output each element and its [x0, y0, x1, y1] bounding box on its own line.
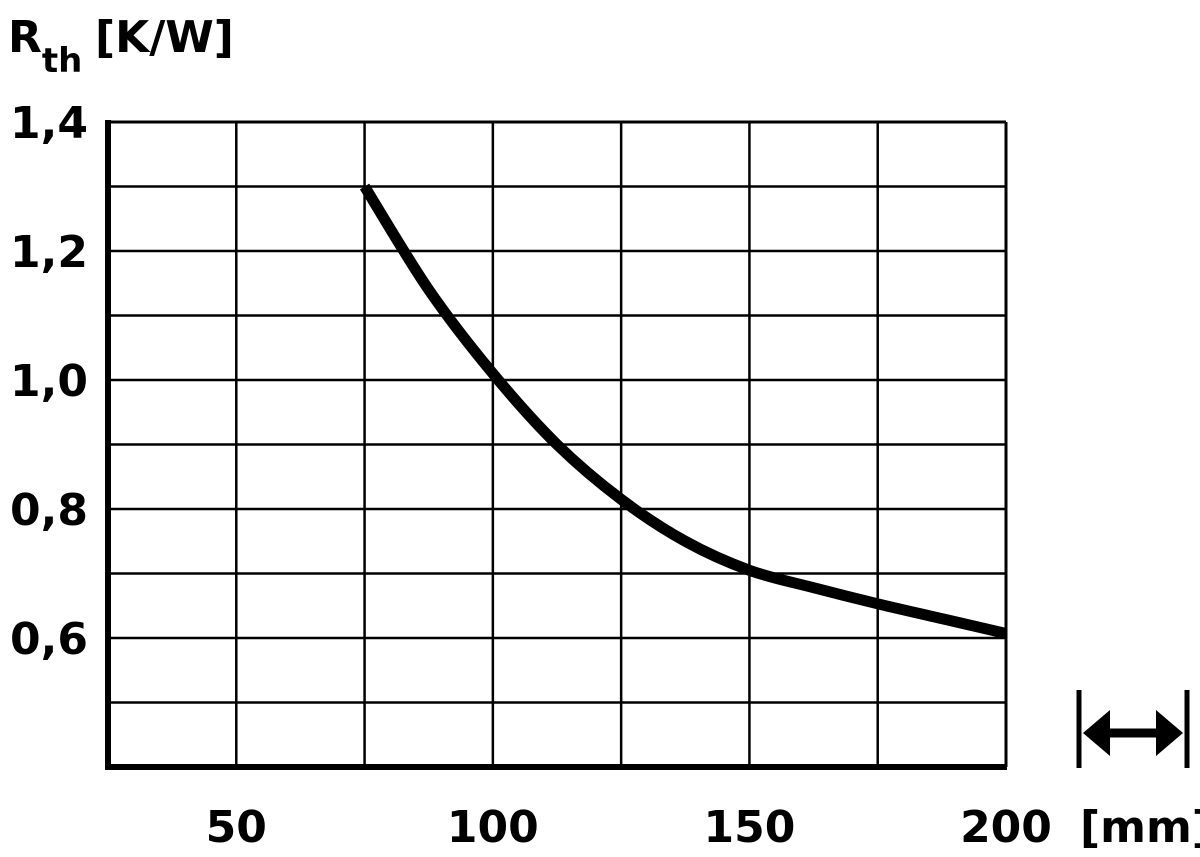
x-tick-label: 50: [206, 802, 267, 853]
x-tick-label: 150: [703, 802, 795, 853]
x-tick-label: 200: [960, 802, 1052, 853]
y-axis-unit: [K/W]: [95, 12, 234, 63]
tick-labels: 50 100 150 200 1,4 1,2 1,0 0,8 0,6: [10, 98, 1052, 853]
y-tick-label: 1,4: [10, 98, 88, 149]
y-tick-label: 1,2: [10, 227, 88, 278]
y-tick-label: 0,8: [10, 485, 88, 536]
series: [359, 183, 1008, 639]
axes: [105, 120, 1008, 770]
x-axis-unit: [mm]: [1080, 802, 1200, 853]
data-line: [359, 183, 1008, 639]
y-tick-label: 1,0: [10, 356, 88, 407]
double-arrow-between-bars-icon: [1076, 690, 1190, 768]
x-tick-label: 100: [447, 802, 539, 853]
y-axis-label: Rth: [8, 12, 82, 81]
grid: [108, 122, 1006, 767]
y-tick-label: 0,6: [10, 614, 88, 665]
